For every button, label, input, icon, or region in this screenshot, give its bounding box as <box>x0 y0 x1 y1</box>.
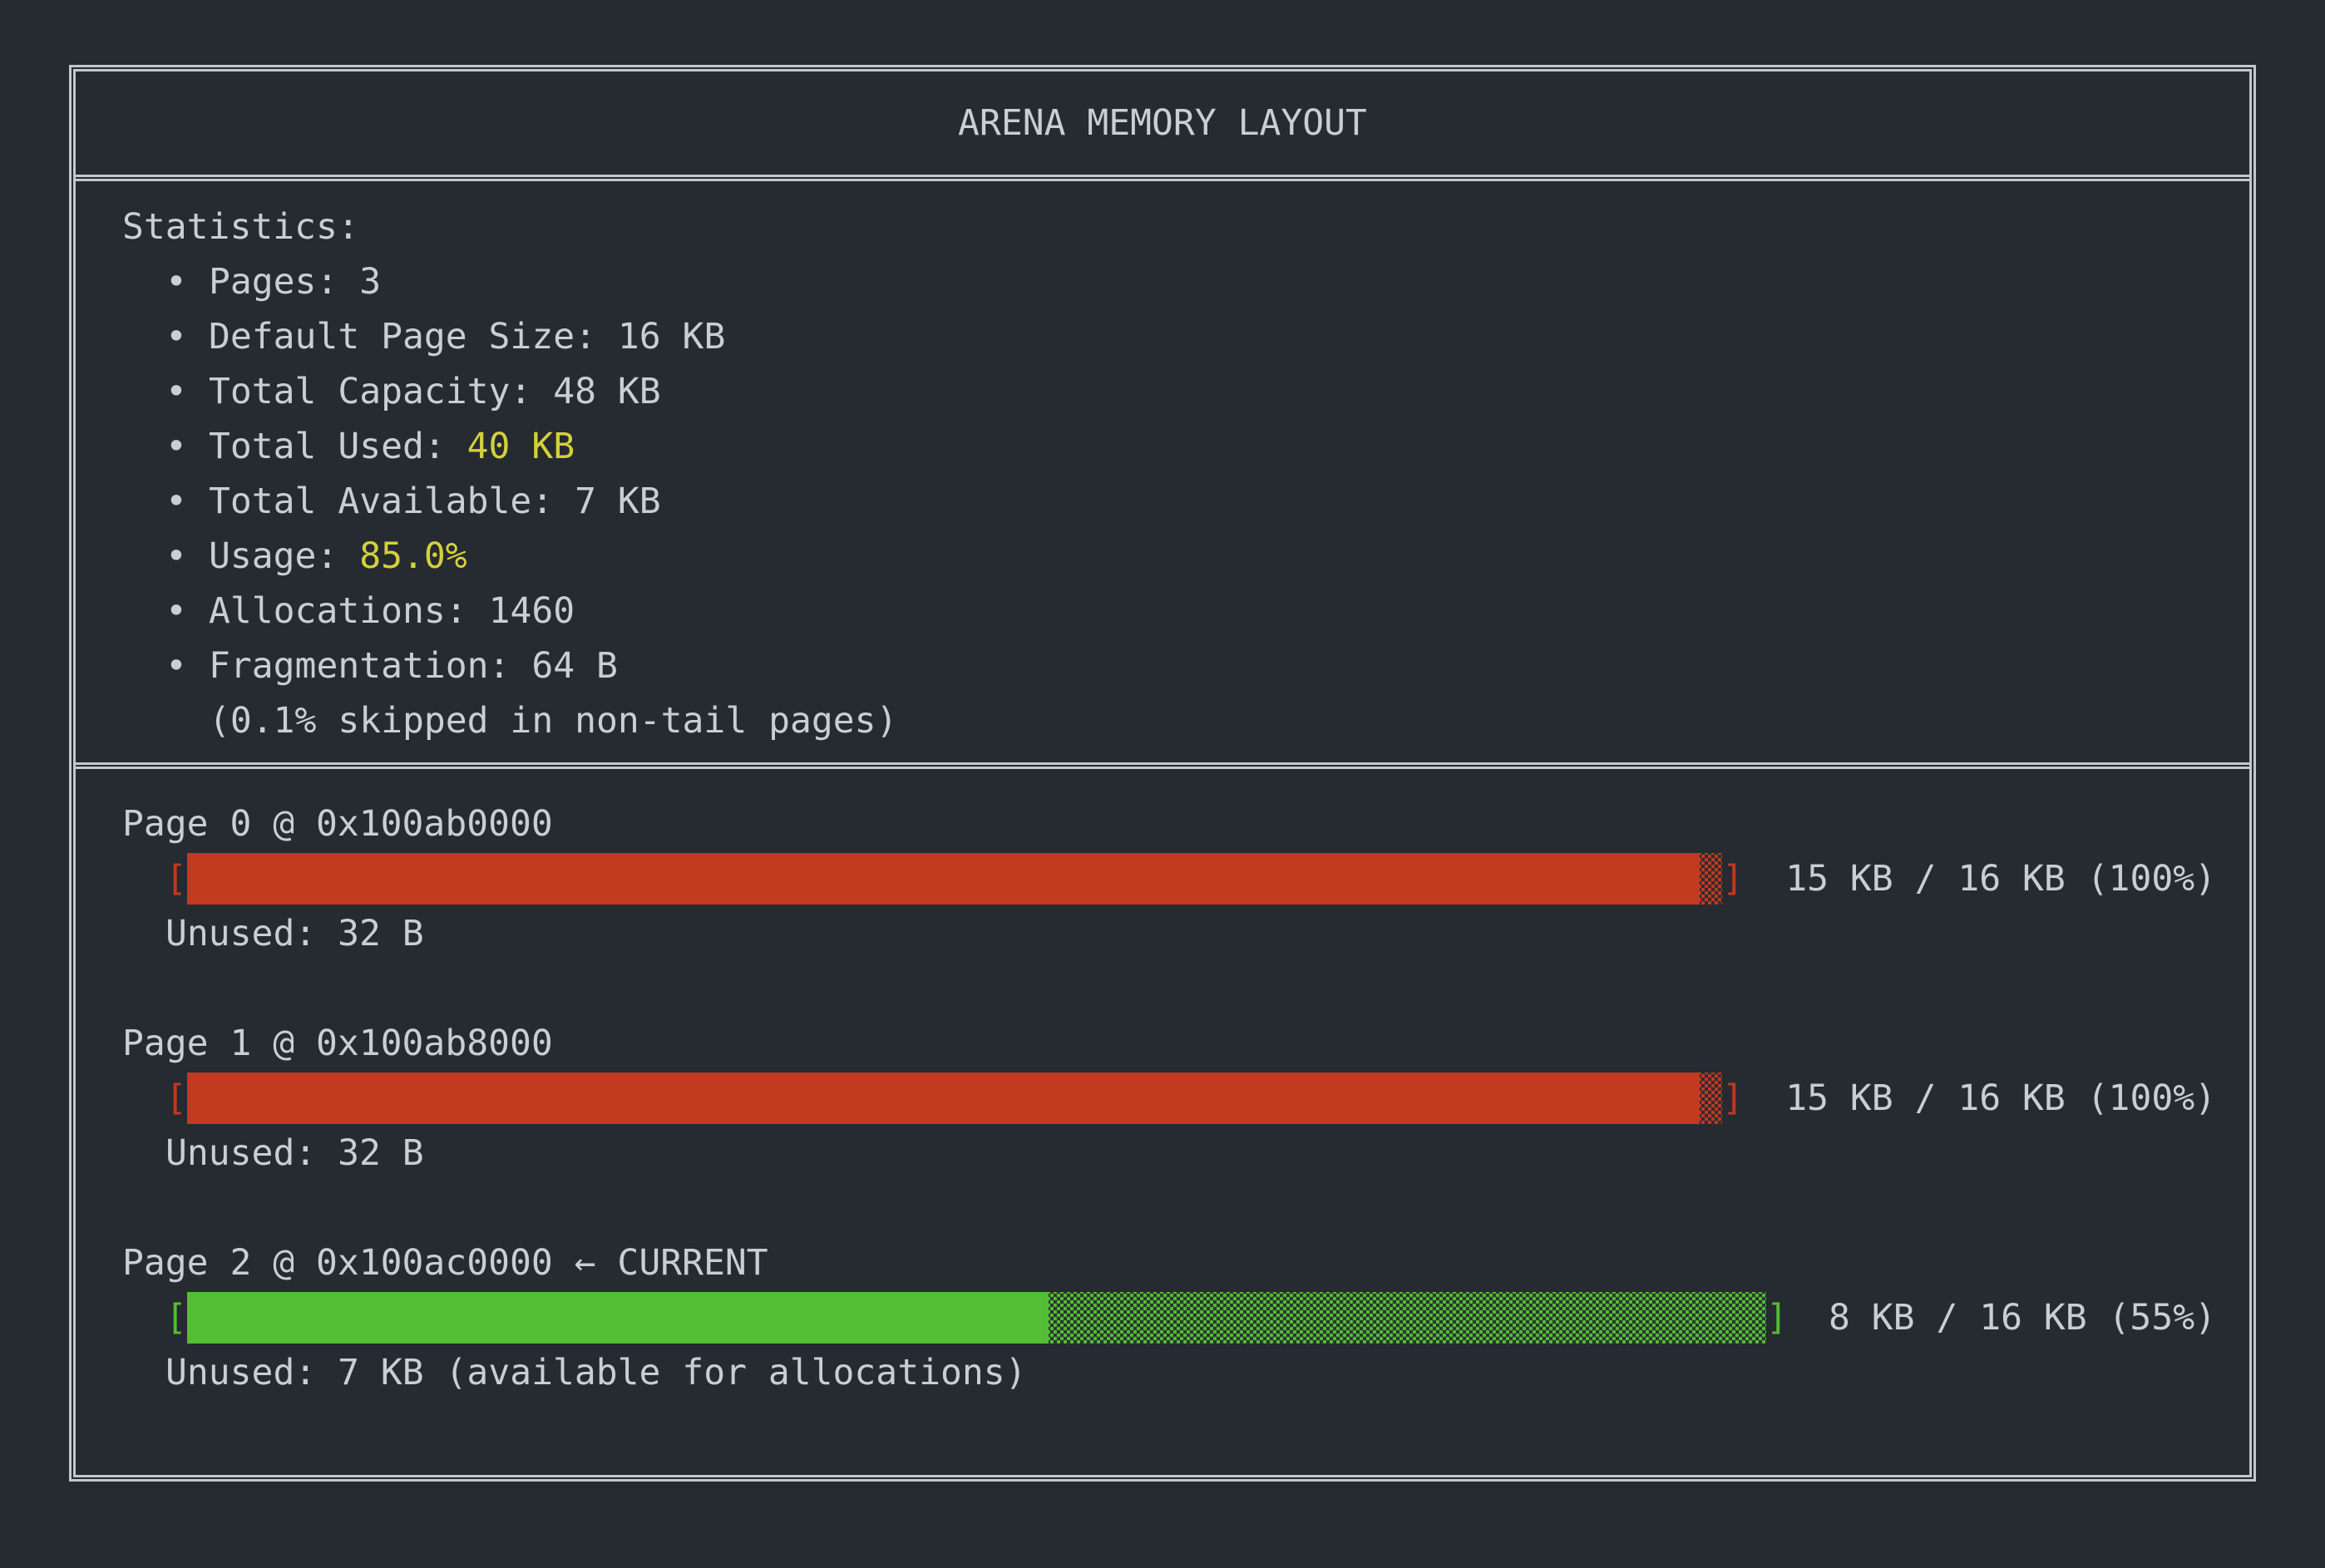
page-usage-bar: [] 8 KB / 16 KB (55%) <box>122 1290 2216 1345</box>
bullet-icon: • <box>165 481 187 522</box>
bullet-icon: • <box>165 426 187 467</box>
stat-value: 48 KB <box>553 371 661 412</box>
stat-value: 16 KB <box>617 316 726 357</box>
stat-item-total-capacity: • Total Capacity: 48 KB <box>122 364 2216 419</box>
bar-free-segment <box>1700 853 1722 905</box>
page-unused-note: Unused: 32 B <box>165 913 424 954</box>
bullet-icon: • <box>165 371 187 412</box>
page-header: Page 1 @ 0x100ab8000 <box>122 1023 553 1064</box>
bullet-icon: • <box>165 316 187 357</box>
stat-label: Fragmentation: <box>209 645 511 687</box>
bullet-icon: • <box>165 590 187 632</box>
panel-title: ARENA MEMORY LAYOUT <box>958 102 1367 144</box>
page-unused-note: Unused: 7 KB (available for allocations) <box>165 1352 1027 1393</box>
stat-label: Usage: <box>209 535 338 577</box>
stat-label: Default Page Size: <box>209 316 596 357</box>
bar-close-bracket: ] <box>1722 1077 1744 1119</box>
page-unused-note: Unused: 32 B <box>165 1132 424 1174</box>
stat-item-default-page-size: • Default Page Size: 16 KB <box>122 309 2216 364</box>
bar-close-bracket: ] <box>1722 858 1744 900</box>
stat-value: 1460 <box>488 590 575 632</box>
fragmentation-footnote: (0.1% skipped in non-tail pages) <box>209 700 898 742</box>
stat-value: 7 KB <box>575 481 661 522</box>
statistics-heading: Statistics: <box>122 206 359 248</box>
bar-usage-label: 15 KB / 16 KB (100%) <box>1785 858 2216 900</box>
stat-label: Total Capacity: <box>209 371 532 412</box>
page-block-1: Page 1 @ 0x100ab8000 [] 15 KB / 16 KB (1… <box>122 1016 2216 1181</box>
page-block-2: Page 2 @ 0x100ac0000 ← CURRENT [] 8 KB /… <box>122 1235 2216 1400</box>
pages-section: Page 0 @ 0x100ab0000 [] 15 KB / 16 KB (1… <box>76 762 2249 1475</box>
page-header: Page 0 @ 0x100ab0000 <box>122 803 553 845</box>
bar-used-segment <box>187 853 1700 905</box>
stat-item-total-used: • Total Used: 40 KB <box>122 419 2216 474</box>
stat-item-usage: • Usage: 85.0% <box>122 529 2216 584</box>
stat-item-pages: • Pages: 3 <box>122 254 2216 309</box>
bar-open-bracket: [ <box>165 1077 187 1119</box>
bar-used-segment <box>187 1072 1700 1124</box>
stat-label: Total Used: <box>209 426 446 467</box>
stat-label: Total Available: <box>209 481 554 522</box>
bar-open-bracket: [ <box>165 1297 187 1339</box>
bar-used-segment <box>187 1292 1049 1344</box>
stat-label: Allocations: <box>209 590 467 632</box>
bar-free-segment <box>1700 1072 1722 1124</box>
bar-usage-label: 8 KB / 16 KB (55%) <box>1829 1297 2216 1339</box>
bar-open-bracket: [ <box>165 858 187 900</box>
arena-memory-panel: ARENA MEMORY LAYOUT Statistics: • Pages: … <box>69 65 2256 1482</box>
panel-header: ARENA MEMORY LAYOUT <box>76 71 2249 175</box>
stat-label: Pages: <box>209 261 338 303</box>
stat-item-total-available: • Total Available: 7 KB <box>122 474 2216 529</box>
page-usage-bar: [] 15 KB / 16 KB (100%) <box>122 1071 2216 1126</box>
page-block-0: Page 0 @ 0x100ab0000 [] 15 KB / 16 KB (1… <box>122 796 2216 961</box>
bullet-icon: • <box>165 535 187 577</box>
stat-value-highlighted: 85.0% <box>359 535 467 577</box>
bullet-icon: • <box>165 261 187 303</box>
bullet-icon: • <box>165 645 187 687</box>
bar-free-segment <box>1049 1292 1766 1344</box>
statistics-section: Statistics: • Pages: 3 • Default Page Size… <box>76 175 2249 762</box>
stat-value: 3 <box>359 261 382 303</box>
bar-close-bracket: ] <box>1766 1297 1788 1339</box>
page-usage-bar: [] 15 KB / 16 KB (100%) <box>122 851 2216 906</box>
stat-item-allocations: • Allocations: 1460 <box>122 584 2216 639</box>
page-header-current: Page 2 @ 0x100ac0000 ← CURRENT <box>122 1242 768 1284</box>
stat-value-highlighted: 40 KB <box>466 426 575 467</box>
bar-usage-label: 15 KB / 16 KB (100%) <box>1785 1077 2216 1119</box>
stat-value: 64 B <box>531 645 618 687</box>
stat-item-fragmentation: • Fragmentation: 64 B <box>122 639 2216 693</box>
